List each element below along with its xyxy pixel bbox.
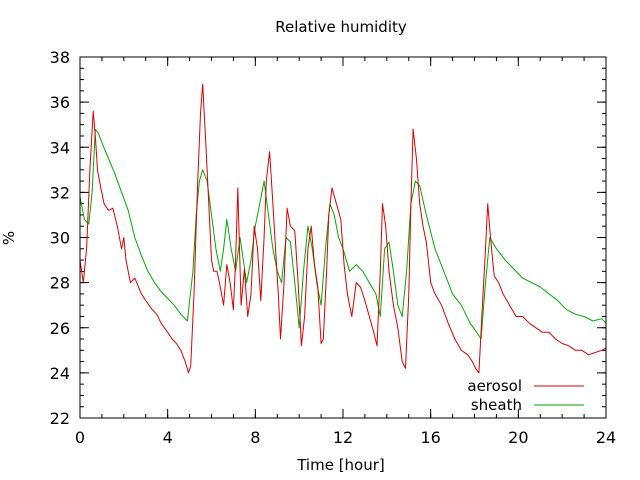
x-tick-label: 8 — [250, 428, 260, 447]
y-tick-label: 30 — [50, 229, 70, 248]
y-tick-label: 24 — [50, 364, 70, 383]
plot-frame — [79, 56, 607, 419]
axis-ticks: 0 4 8 12 16 20 24 22 24 26 28 30 32 34 36 38 — [50, 48, 617, 447]
series-line-sheath — [79, 128, 607, 340]
series-layer — [79, 83, 607, 374]
y-tick-label: 28 — [50, 274, 70, 293]
x-tick-label: 4 — [163, 428, 173, 447]
y-tick-label: 36 — [50, 93, 70, 112]
y-tick-label: 38 — [50, 48, 70, 67]
legend-label-sheath: sheath — [471, 396, 522, 414]
x-tick-label: 16 — [420, 428, 440, 447]
y-tick-label: 34 — [50, 138, 70, 157]
x-tick-label: 20 — [508, 428, 528, 447]
x-tick-label: 24 — [596, 428, 616, 447]
y-axis-label: % — [0, 231, 18, 245]
series-line-aerosol — [79, 83, 607, 374]
legend-label-aerosol: aerosol — [467, 377, 522, 395]
y-tick-label: 22 — [50, 409, 70, 428]
y-tick-label: 26 — [50, 319, 70, 338]
y-tick-label: 32 — [50, 183, 70, 202]
chart-title: Relative humidity — [275, 18, 407, 36]
x-tick-label: 0 — [75, 428, 85, 447]
x-axis-label: Time [hour] — [296, 456, 385, 474]
x-tick-label: 12 — [333, 428, 353, 447]
